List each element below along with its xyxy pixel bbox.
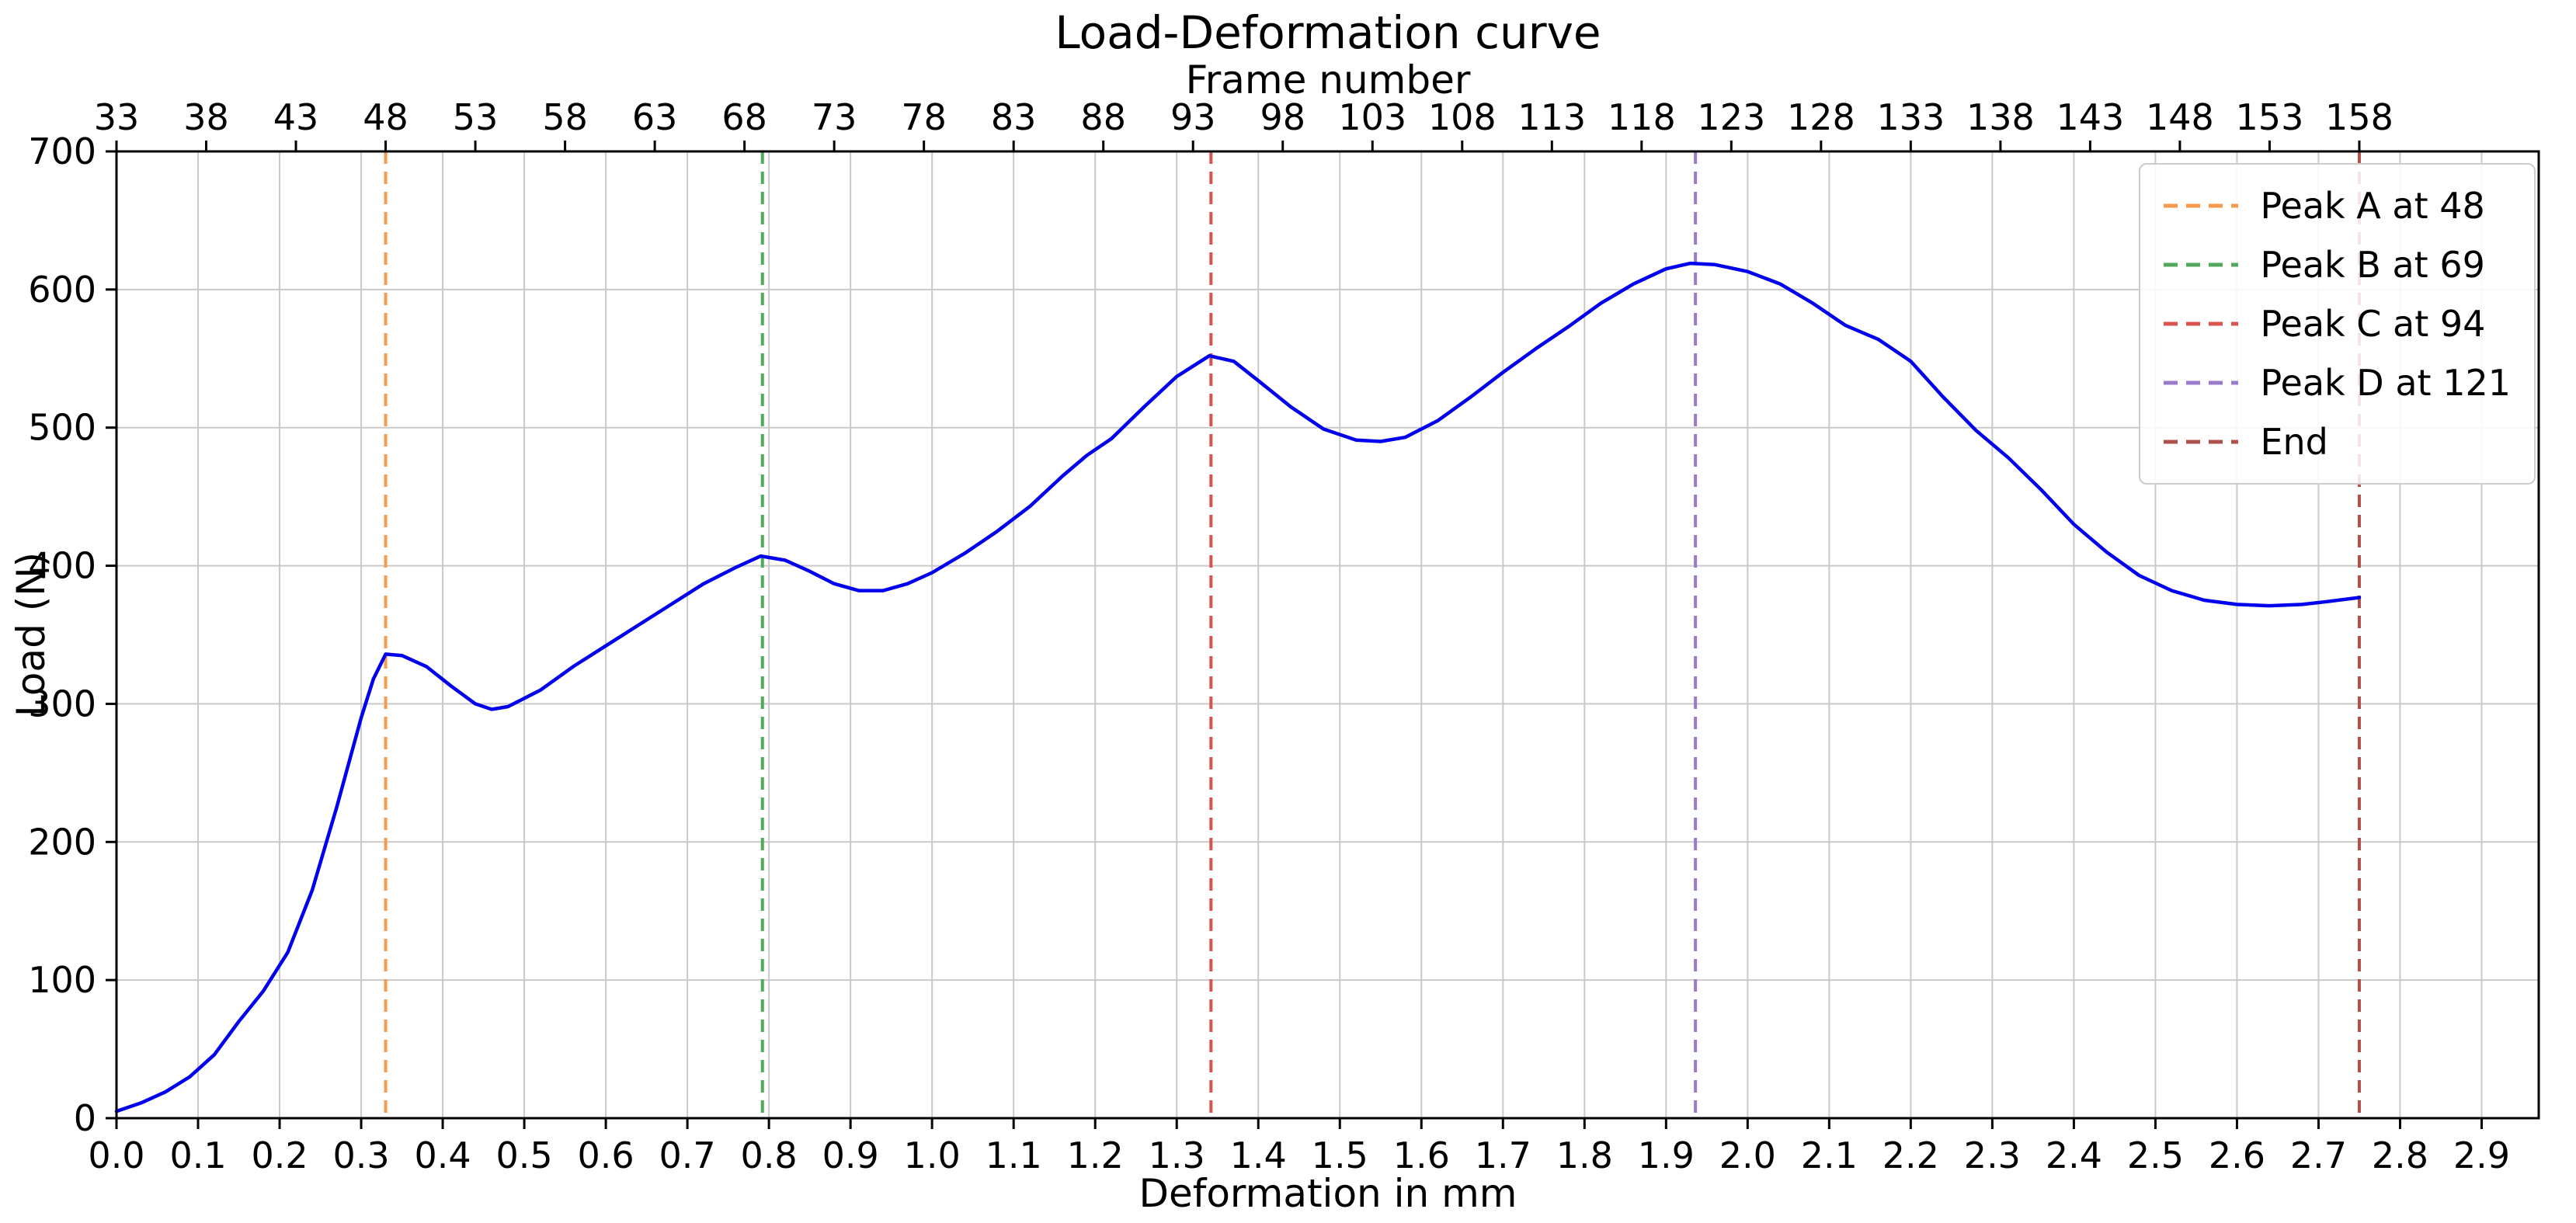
x-tick-label: 0.6 [578,1134,634,1176]
x-tick-label: 1.5 [1312,1134,1368,1176]
chart-title: Load-Deformation curve [1055,6,1601,59]
x-tick-label: 1.8 [1556,1134,1613,1176]
frame-tick-label: 113 [1517,96,1586,138]
frame-tick-label: 128 [1787,96,1855,138]
load-deformation-curve [114,261,2362,1114]
x-tick-label: 2.5 [2127,1134,2184,1176]
legend-label: End [2260,421,2328,463]
x-tick-label: 1.4 [1230,1134,1287,1176]
x-tick-label: 2.9 [2453,1134,2510,1176]
x-tick-label: 2.2 [1882,1134,1939,1176]
frame-tick-label: 123 [1697,96,1765,138]
x-tick-label: 1.2 [1067,1134,1124,1176]
frame-tick-label: 48 [363,96,408,138]
x-tick-label: 2.0 [1719,1134,1776,1176]
x-tick-label: 1.0 [904,1134,961,1176]
x-tick-label: 2.6 [2209,1134,2265,1176]
y-axis-label: Load (N) [9,551,54,717]
legend-line-sample [2164,321,2239,326]
frame-tick-label: 138 [1966,96,2035,138]
x-tick-label: 0.1 [169,1134,226,1176]
frame-tick-label: 143 [2056,96,2125,138]
x-axis-label: Deformation in mm [1139,1171,1517,1216]
legend-line-sample [2164,440,2239,444]
x-tick-label: 2.4 [2046,1134,2102,1176]
x-tick-label: 1.7 [1475,1134,1531,1176]
x-tick-label: 2.3 [1964,1134,2021,1176]
x-tick-label: 1.1 [986,1134,1042,1176]
frame-tick-label: 133 [1876,96,1945,138]
y-tick-label: 700 [28,130,96,172]
axes-frame [115,150,2540,1120]
frame-tick-label: 103 [1338,96,1406,138]
frame-tick-label: 158 [2325,96,2393,138]
frame-tick-label: 153 [2236,96,2304,138]
legend-item: End [2164,421,2511,463]
x-tick-label: 0.9 [822,1134,879,1176]
frame-tick-label: 73 [812,96,857,138]
y-tick-label: 600 [28,269,96,311]
frame-tick-label: 38 [183,96,229,138]
y-tick-label: 100 [28,959,96,1001]
x-tick-label: 0.3 [332,1134,389,1176]
legend-label: Peak D at 121 [2260,362,2511,404]
legend-line-sample [2164,380,2239,385]
legend-item: Peak B at 69 [2164,244,2511,286]
frame-tick-label: 68 [721,96,767,138]
legend-line-sample [2164,262,2239,267]
x-tick-label: 0.5 [496,1134,553,1176]
frame-tick-label: 53 [453,96,499,138]
frame-tick-label: 88 [1080,96,1126,138]
legend-label: Peak A at 48 [2260,185,2485,227]
x-tick-label: 1.6 [1393,1134,1450,1176]
x-tick-label: 0.2 [251,1134,308,1176]
frame-tick-label: 78 [901,96,947,138]
frame-tick-label: 93 [1170,96,1216,138]
legend-label: Peak B at 69 [2260,244,2485,286]
y-tick-label: 400 [28,545,96,587]
legend: Peak A at 48 Peak B at 69 Peak C at 94 Peak… [2139,163,2536,485]
legend-item: Peak A at 48 [2164,185,2511,227]
frame-tick-label: 118 [1608,96,1676,138]
frame-tick-label: 83 [991,96,1037,138]
y-tick-label: 500 [28,407,96,449]
x-tick-label: 0.0 [88,1134,144,1176]
x-tick-label: 2.1 [1801,1134,1858,1176]
x-tick-label: 0.4 [414,1134,471,1176]
legend-label: Peak C at 94 [2260,303,2486,345]
frame-tick-label: 58 [542,96,588,138]
x-tick-label: 0.8 [741,1134,798,1176]
frame-tick-label: 33 [94,96,140,138]
top-axis-label-frame-number: Frame number [1185,57,1471,102]
frame-tick-label: 63 [632,96,678,138]
frame-tick-label: 43 [273,96,319,138]
x-tick-label: 2.8 [2372,1134,2428,1176]
legend-item: Peak D at 121 [2164,362,2511,404]
legend-item: Peak C at 94 [2164,303,2511,345]
frame-tick-label: 148 [2146,96,2214,138]
y-tick-label: 200 [28,821,96,863]
x-tick-label: 1.9 [1638,1134,1695,1176]
frame-tick-label: 98 [1260,96,1305,138]
legend-line-sample [2164,203,2239,208]
x-tick-label: 0.7 [659,1134,716,1176]
frame-tick-label: 108 [1428,96,1497,138]
y-tick-label: 0 [74,1097,96,1139]
x-tick-label: 1.3 [1149,1134,1205,1176]
x-tick-label: 2.7 [2290,1134,2347,1176]
y-tick-label: 300 [28,683,96,724]
